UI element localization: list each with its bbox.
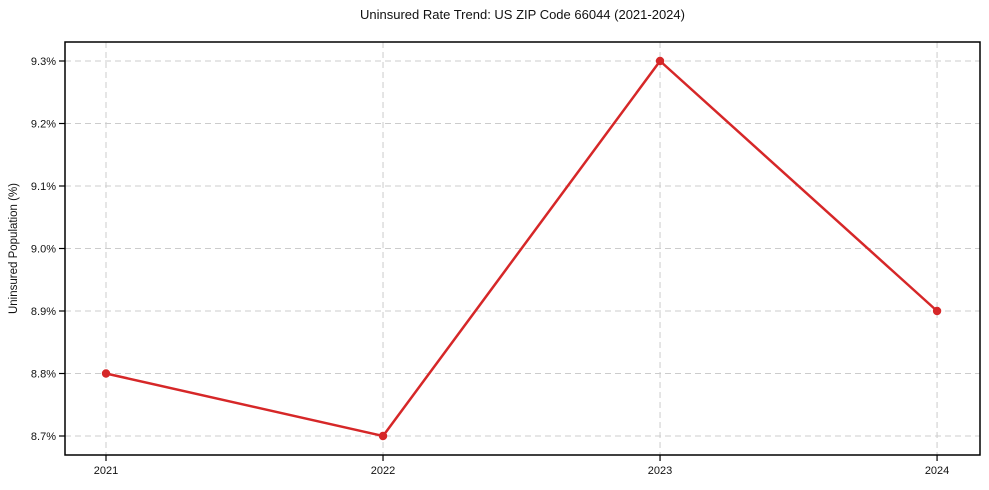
data-point-marker <box>932 306 942 316</box>
x-tick-label: 2022 <box>371 465 395 477</box>
x-tick-label: 2021 <box>94 465 118 477</box>
data-point-marker <box>378 431 388 441</box>
x-tick-label: 2024 <box>925 465 949 477</box>
y-tick-label: 8.7% <box>31 431 56 443</box>
trend-line <box>104 59 939 438</box>
y-tick-label: 9.0% <box>31 244 56 256</box>
data-point-marker <box>101 369 111 378</box>
y-tick-label: 9.1% <box>31 181 56 193</box>
y-tick-label: 8.8% <box>31 369 56 381</box>
x-tick-label: 2023 <box>648 465 672 477</box>
y-tick-label: 9.2% <box>31 119 56 131</box>
y-tick-label: 9.3% <box>31 56 56 68</box>
y-tick-label: 8.9% <box>31 306 56 318</box>
chart-title: Uninsured Rate Trend: US ZIP Code 66044 … <box>360 7 685 22</box>
data-point-marker <box>655 56 665 66</box>
y-axis-label: Uninsured Population (%) <box>8 182 20 315</box>
